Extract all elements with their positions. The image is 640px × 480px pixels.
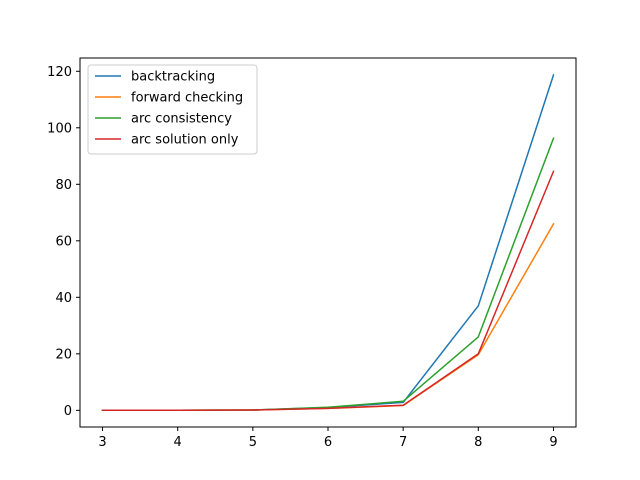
x-tick-label: 4 (174, 435, 182, 450)
y-tick-label: 80 (55, 178, 72, 193)
legend-label-1: forward checking (131, 91, 243, 106)
legend: backtracking forward checking arc consiste… (87, 64, 258, 155)
y-axis: 0 20 40 60 80 100 120 (47, 65, 80, 419)
series-line-3 (101, 170, 555, 412)
y-tick-label: 0 (64, 404, 72, 419)
y-tick-label: 120 (47, 65, 72, 80)
series-line-2 (101, 137, 555, 412)
series-layer (101, 74, 555, 412)
x-tick-label: 3 (98, 435, 106, 450)
y-tick-label: 20 (55, 347, 72, 362)
legend-box (87, 64, 258, 155)
x-tick-label: 7 (399, 435, 407, 450)
y-tick-label: 40 (55, 291, 72, 306)
x-tick-label: 6 (324, 435, 332, 450)
x-tick-label: 5 (249, 435, 257, 450)
legend-label-0: backtracking (131, 70, 215, 85)
y-tick-label: 60 (55, 234, 72, 249)
x-tick-label: 9 (549, 435, 557, 450)
y-tick-label: 100 (47, 121, 72, 136)
x-axis: 3 4 5 6 7 8 9 (98, 427, 558, 450)
x-tick-label: 8 (474, 435, 482, 450)
legend-label-3: arc solution only (131, 133, 239, 148)
legend-label-2: arc consistency (131, 112, 232, 127)
